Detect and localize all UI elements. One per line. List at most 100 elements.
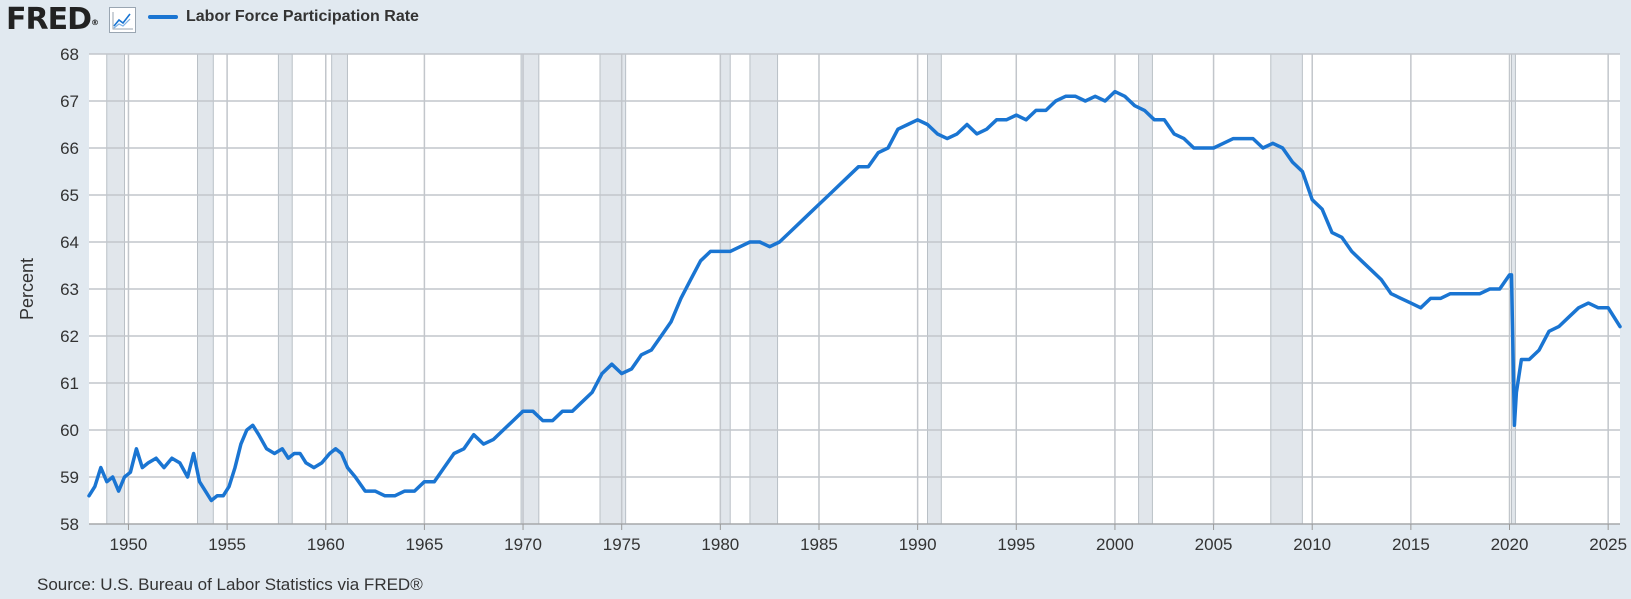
data-point <box>155 457 157 460</box>
data-point <box>1360 260 1363 262</box>
x-tick-label: 1985 <box>800 535 838 554</box>
data-point <box>1548 330 1550 333</box>
data-point <box>729 250 731 253</box>
data-point <box>512 419 514 422</box>
data-point <box>1528 358 1530 361</box>
data-point <box>394 495 396 497</box>
x-tick-label: 2025 <box>1589 535 1627 554</box>
data-point <box>403 490 406 492</box>
data-point <box>1479 292 1481 295</box>
x-tick-label: 2010 <box>1293 535 1331 554</box>
data-point <box>1459 292 1461 295</box>
y-axis-label: Percent <box>17 258 37 320</box>
data-point <box>1429 297 1432 300</box>
series-line <box>87 89 1622 503</box>
data-point <box>281 448 284 450</box>
data-point <box>1489 288 1491 290</box>
data-point <box>709 250 712 253</box>
data-point <box>680 297 682 300</box>
data-point <box>1419 307 1422 309</box>
data-point <box>1193 147 1195 149</box>
data-point <box>640 354 643 356</box>
data-point <box>443 466 445 469</box>
fred-logo[interactable]: FRED® <box>6 2 99 37</box>
data-point <box>1035 109 1037 112</box>
data-point <box>1212 147 1215 149</box>
data-point <box>818 203 820 206</box>
data-point <box>1232 137 1235 140</box>
data-point <box>1613 316 1615 319</box>
data-point <box>1153 119 1156 121</box>
data-point <box>976 133 978 135</box>
data-point <box>1202 147 1205 149</box>
chart-legend[interactable]: Labor Force Participation Rate <box>148 8 419 26</box>
data-point <box>186 476 189 478</box>
data-point <box>413 490 416 492</box>
line-graph-icon[interactable] <box>109 7 136 33</box>
y-tick-label: 66 <box>60 139 79 158</box>
data-point <box>542 419 544 422</box>
data-point <box>492 438 495 441</box>
data-point <box>561 410 564 413</box>
data-point <box>946 137 948 140</box>
data-point <box>1064 95 1067 98</box>
data-point <box>346 466 349 469</box>
data-point <box>798 222 801 224</box>
data-point <box>837 184 840 187</box>
y-tick-label: 61 <box>60 374 79 393</box>
data-point <box>273 452 276 455</box>
data-point <box>1597 307 1600 309</box>
data-point <box>749 241 751 243</box>
x-tick-label: 1950 <box>110 535 148 554</box>
data-point <box>463 448 465 450</box>
data-point <box>192 452 195 455</box>
data-point <box>1567 316 1570 319</box>
data-point <box>293 452 296 455</box>
data-point <box>1380 278 1383 281</box>
data-point <box>135 448 138 450</box>
data-point <box>299 452 301 455</box>
data-point <box>305 462 307 464</box>
data-point <box>828 194 830 196</box>
data-point <box>129 471 132 474</box>
data-point <box>867 166 870 168</box>
data-point <box>234 466 236 469</box>
data-point <box>1350 250 1353 253</box>
data-point <box>1520 358 1523 361</box>
data-point <box>147 462 149 464</box>
data-point <box>123 476 126 478</box>
data-point <box>1439 297 1442 300</box>
x-tick-label: 1995 <box>997 535 1035 554</box>
data-point <box>1262 147 1264 149</box>
data-point <box>966 123 968 126</box>
data-point <box>94 485 96 488</box>
data-point <box>1025 119 1027 121</box>
data-point <box>1508 274 1511 276</box>
data-point <box>1311 198 1313 201</box>
series-points <box>88 90 1621 502</box>
data-point <box>453 452 455 455</box>
data-point <box>739 245 741 248</box>
data-point <box>423 480 426 483</box>
data-point <box>1510 274 1513 276</box>
data-point <box>581 401 583 403</box>
data-point <box>1469 292 1471 295</box>
data-point <box>1015 114 1018 116</box>
x-tick-label: 2020 <box>1491 535 1529 554</box>
data-point <box>1619 325 1621 328</box>
x-tick-label: 1965 <box>405 535 443 554</box>
data-point <box>936 133 939 135</box>
x-tick-label: 2015 <box>1392 535 1430 554</box>
y-tick-label: 65 <box>60 186 79 205</box>
data-point <box>1222 142 1225 145</box>
data-point <box>650 349 653 351</box>
data-point <box>1252 137 1254 140</box>
data-point <box>808 213 810 215</box>
data-point <box>571 410 574 413</box>
data-point <box>551 419 554 422</box>
data-point <box>630 368 633 370</box>
y-tick-label: 67 <box>60 92 79 111</box>
y-tick-label: 58 <box>60 515 79 534</box>
data-point <box>1301 170 1304 173</box>
